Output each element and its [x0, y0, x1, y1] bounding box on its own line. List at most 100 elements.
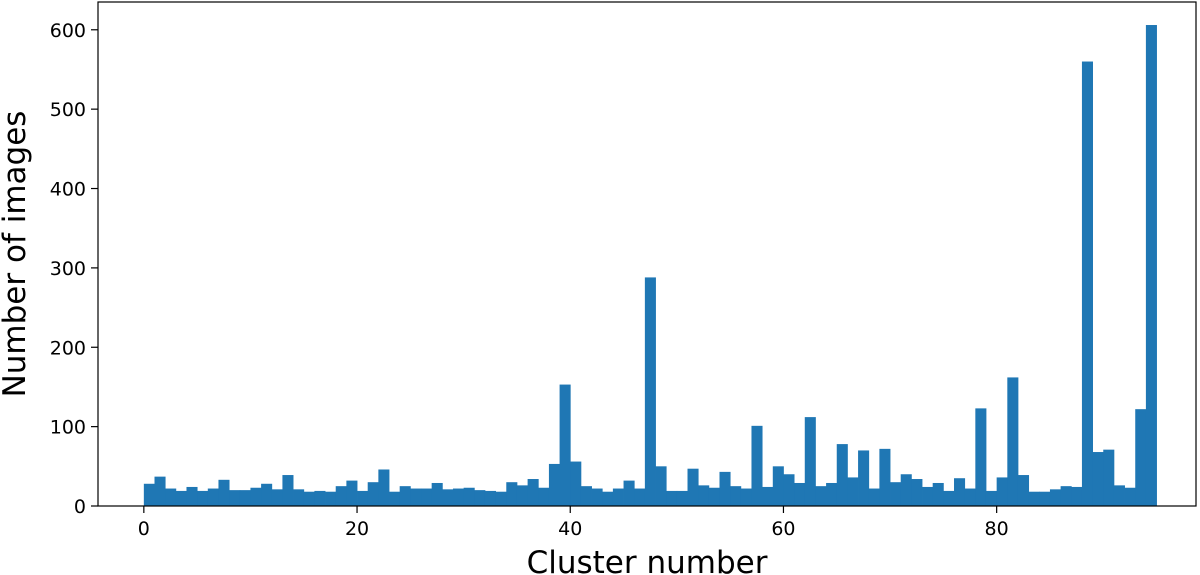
bar-cluster-34	[506, 482, 518, 506]
bar-cluster-61	[794, 482, 806, 506]
x-tick-label: 20	[345, 518, 369, 540]
bar-cluster-33	[495, 491, 507, 506]
bar-cluster-35	[516, 485, 529, 506]
bar-cluster-94	[1145, 25, 1157, 506]
bar-cluster-49	[666, 490, 678, 506]
bar-cluster-28	[442, 489, 454, 506]
bar-cluster-92	[1124, 487, 1136, 506]
bar-cluster-2	[165, 488, 177, 506]
x-tick-label: 60	[771, 518, 795, 540]
bar-cluster-24	[399, 486, 411, 506]
bar-cluster-41	[580, 486, 592, 506]
bar-cluster-3	[175, 490, 187, 506]
bar-cluster-87	[1071, 486, 1083, 506]
y-tick-label: 200	[50, 337, 86, 359]
bar-cluster-0	[143, 483, 155, 506]
bar-cluster-68	[868, 488, 880, 506]
y-tick-label: 500	[50, 99, 86, 121]
bar-cluster-76	[954, 478, 966, 506]
bar-cluster-82	[1017, 475, 1030, 506]
bar-cluster-90	[1103, 449, 1115, 506]
bar-cluster-69	[879, 448, 891, 506]
bar-cluster-27	[431, 482, 443, 506]
bar-cluster-53	[708, 487, 720, 506]
bar-cluster-11	[261, 483, 273, 506]
bar-cluster-60	[783, 474, 795, 506]
plot-frame	[97, 1, 1197, 507]
bar-cluster-15	[303, 491, 315, 506]
y-axis-label: Number of images	[0, 111, 33, 398]
bar-cluster-89	[1092, 452, 1104, 506]
bar-cluster-56	[740, 488, 752, 506]
bar-cluster-40	[570, 461, 582, 506]
bar-cluster-48	[655, 466, 667, 506]
y-tick-label: 300	[50, 258, 86, 280]
bar-cluster-6	[207, 488, 219, 506]
bar-cluster-83	[1028, 491, 1040, 506]
bar-cluster-47	[644, 277, 656, 506]
bar-cluster-29	[452, 488, 465, 506]
y-tick-label: 100	[50, 417, 86, 439]
bar-cluster-17	[325, 491, 337, 506]
bar-cluster-58	[762, 486, 774, 506]
bar-cluster-13	[282, 475, 294, 506]
y-tick-label: 0	[74, 496, 86, 518]
bar-cluster-31	[474, 490, 486, 506]
bar-cluster-70	[890, 482, 902, 506]
bar-cluster-44	[612, 488, 624, 506]
bar-cluster-93	[1135, 409, 1147, 506]
bar-cluster-64	[826, 482, 838, 506]
bar-cluster-23	[389, 491, 401, 506]
bar-cluster-4	[186, 486, 198, 506]
bar-cluster-62	[804, 417, 816, 506]
bar-cluster-21	[367, 482, 379, 506]
x-axis-label: Cluster number	[527, 545, 768, 575]
bar-cluster-67	[858, 450, 870, 506]
bar-cluster-12	[271, 489, 283, 506]
bar-cluster-88	[1081, 61, 1093, 506]
bar-cluster-74	[932, 482, 944, 506]
bar-cluster-45	[623, 480, 635, 506]
x-tick-label: 80	[985, 518, 1009, 540]
bar-cluster-37	[538, 487, 550, 506]
bar-cluster-5	[197, 490, 209, 506]
bar-cluster-55	[730, 486, 742, 506]
bar-cluster-42	[591, 488, 603, 506]
x-tick-label: 0	[138, 518, 150, 540]
bar-cluster-80	[996, 477, 1008, 506]
bar-cluster-77	[964, 488, 976, 506]
bar-cluster-78	[975, 408, 987, 506]
bar-cluster-75	[943, 490, 955, 506]
bar-cluster-54	[719, 471, 731, 506]
bar-cluster-66	[847, 477, 859, 506]
bar-cluster-8	[229, 490, 241, 506]
bar-cluster-25	[410, 488, 422, 506]
bar-cluster-91	[1113, 485, 1125, 506]
bar-cluster-43	[602, 491, 614, 506]
bar-cluster-38	[548, 463, 560, 506]
x-axis-ticks: 0 20 40 60 80	[138, 506, 1009, 540]
bar-cluster-39	[559, 384, 571, 506]
bar-cluster-32	[484, 490, 497, 506]
bar-cluster-84	[1039, 491, 1051, 506]
bar-cluster-26	[421, 488, 433, 506]
bar-cluster-30	[463, 487, 475, 506]
bar-cluster-36	[527, 479, 539, 506]
bar-cluster-22	[378, 469, 390, 506]
bar-cluster-86	[1060, 486, 1072, 506]
bar-cluster-7	[218, 479, 230, 506]
bars-group	[143, 25, 1157, 506]
bar-cluster-50	[676, 490, 688, 506]
bar-cluster-65	[836, 444, 848, 506]
y-tick-label: 600	[50, 20, 86, 42]
bar-cluster-57	[751, 425, 763, 506]
x-tick-label: 40	[558, 518, 582, 540]
bar-cluster-46	[634, 488, 646, 506]
bar-cluster-85	[1049, 489, 1062, 506]
bar-cluster-9	[239, 490, 251, 506]
bar-cluster-14	[293, 489, 305, 506]
bar-cluster-79	[985, 490, 998, 506]
bar-cluster-1	[154, 476, 166, 506]
bar-cluster-72	[911, 479, 923, 506]
